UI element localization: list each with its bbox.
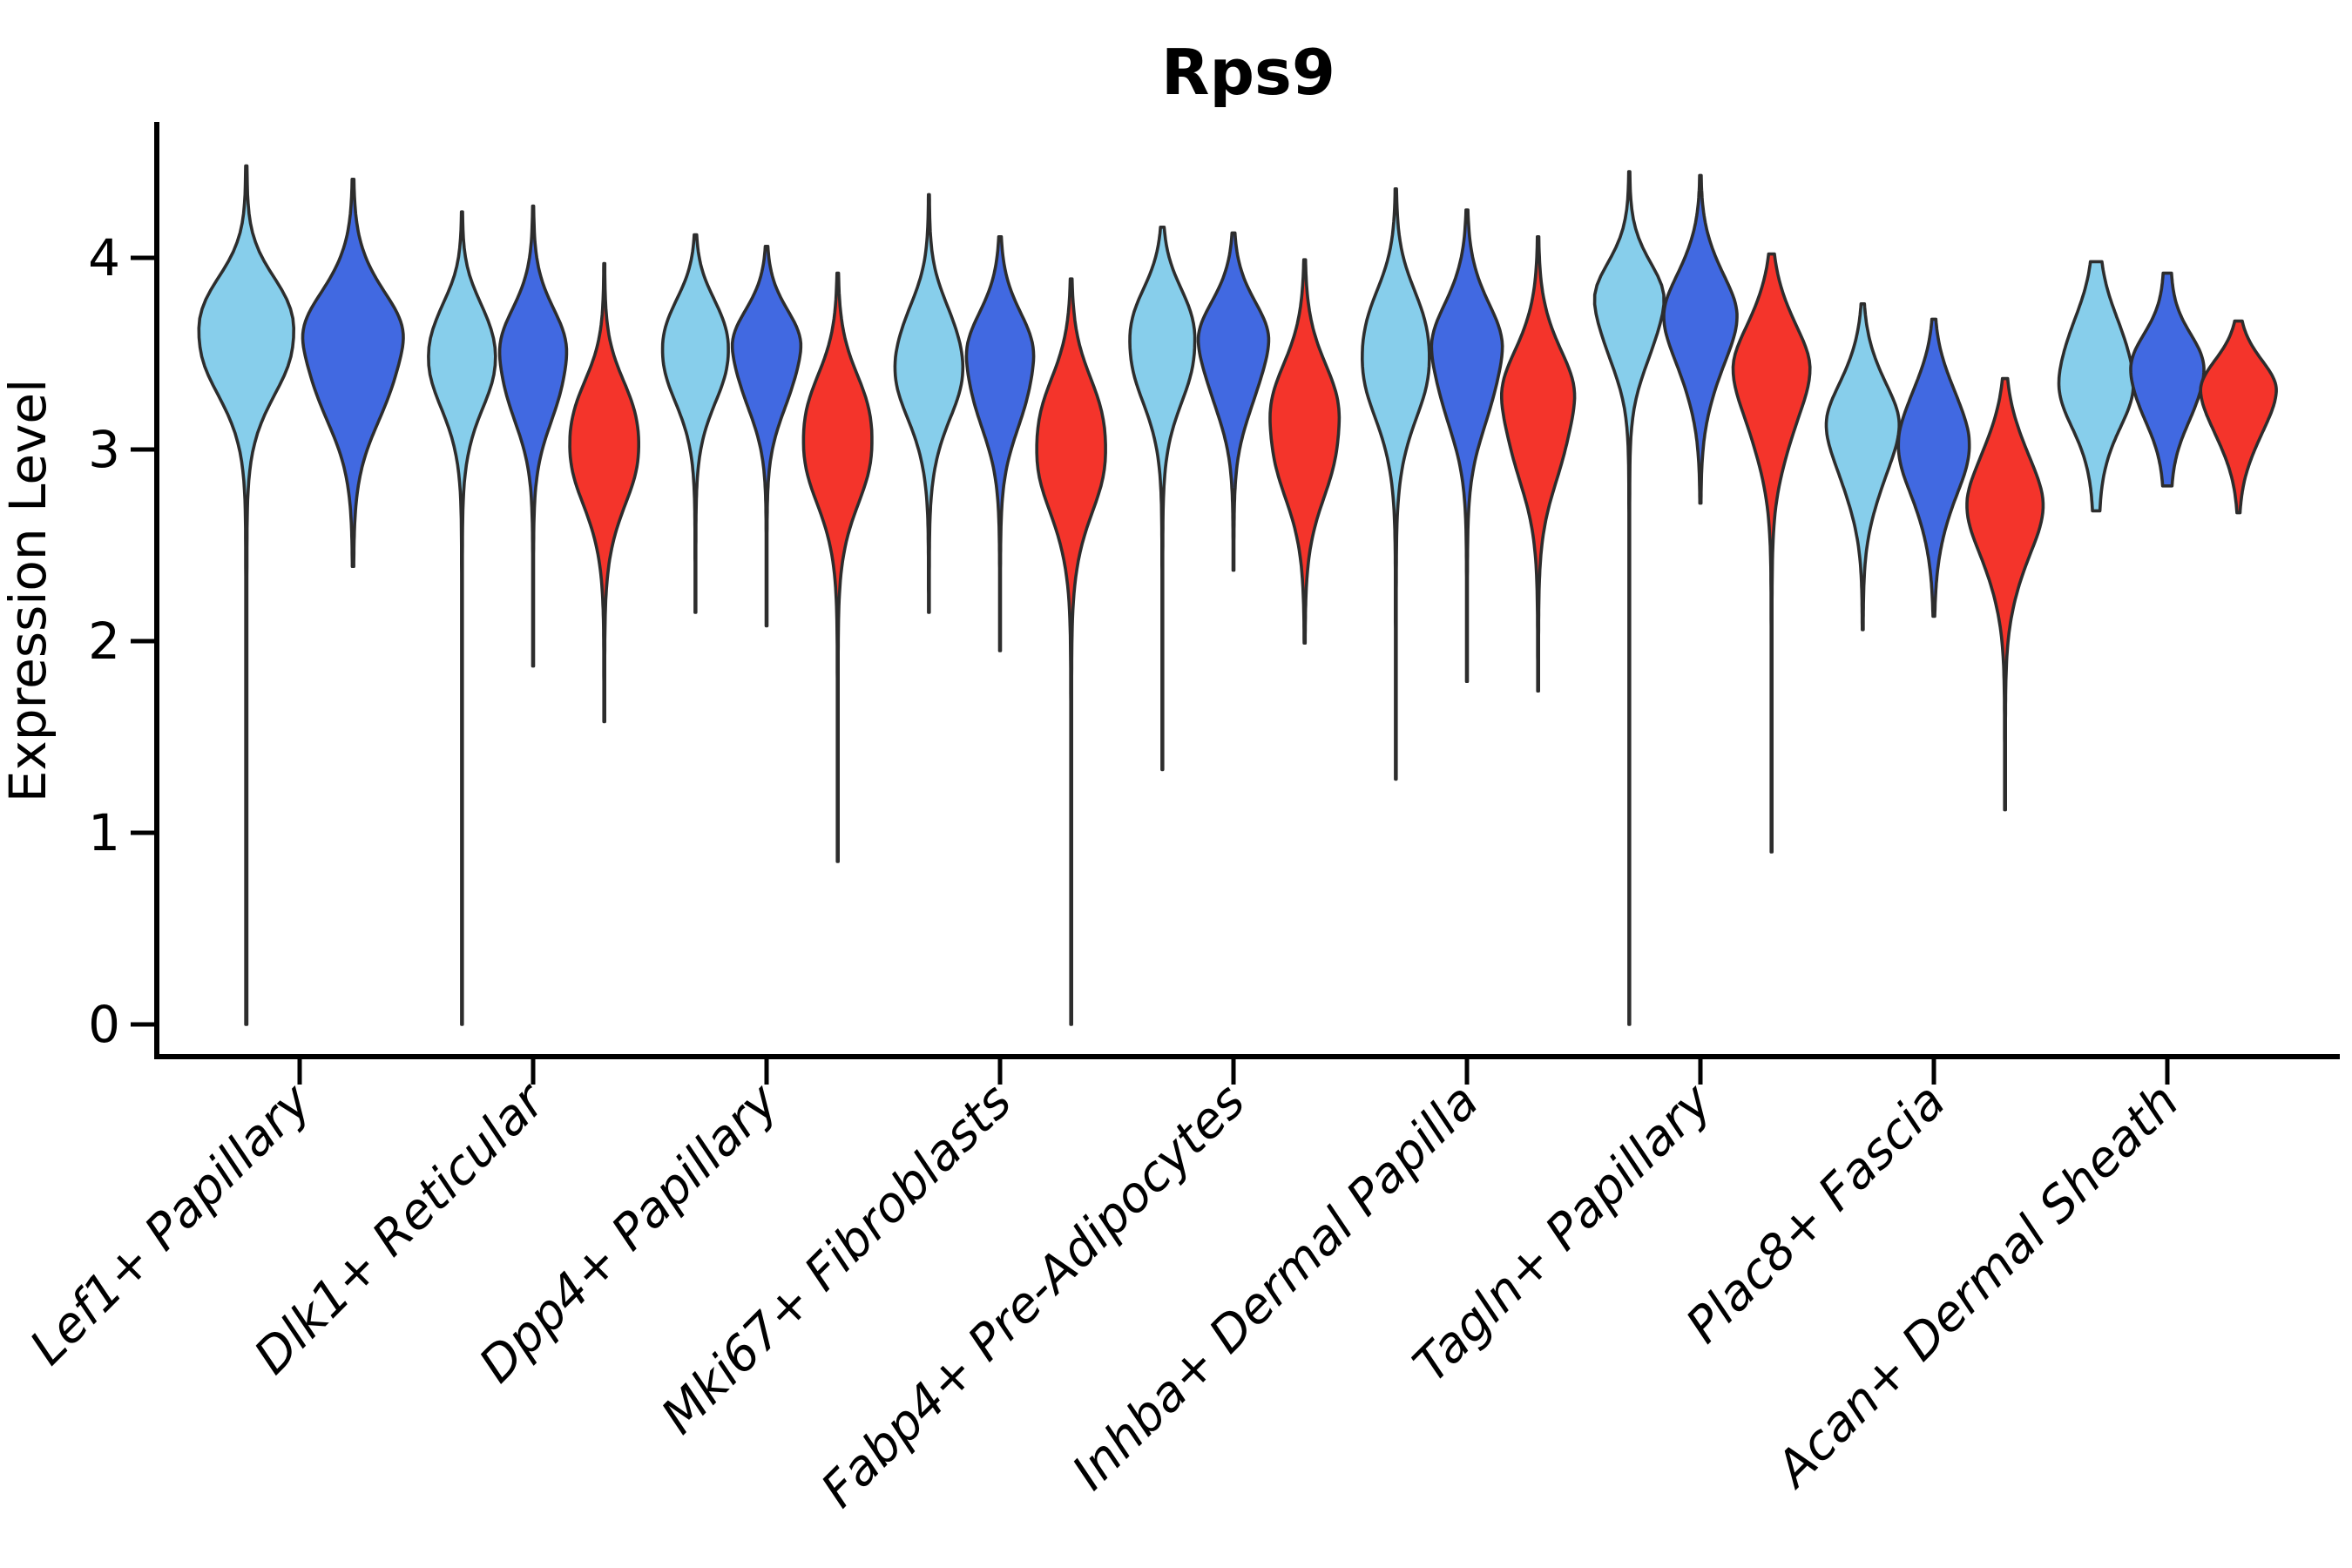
y-tick-label: 2 xyxy=(88,612,120,671)
violin-acan+-red xyxy=(2199,319,2278,515)
violin-mki67+-red xyxy=(1035,277,1107,1026)
y-tick-label: 1 xyxy=(88,803,120,862)
violin-tagln+-dark-blue xyxy=(1662,173,1739,505)
violin-fabp4+-red xyxy=(1268,258,1342,645)
violin-lef1+-light-blue xyxy=(197,164,295,1026)
x-tick-label: Fabp4+ Pre-Adipocytes xyxy=(811,1073,1256,1518)
violin-dlk1+-light-blue xyxy=(427,210,497,1026)
violin-dlk1+-dark-blue xyxy=(497,204,569,668)
violins-layer xyxy=(197,164,2278,1026)
x-tick-label: Inhba+ Dermal Papilla xyxy=(1062,1073,1490,1501)
violin-lef1+-dark-blue xyxy=(301,178,405,568)
violin-dpp4+-red xyxy=(801,271,874,863)
chart-title: Rps9 xyxy=(1161,36,1335,109)
violin-inhba+-red xyxy=(1500,235,1577,693)
violin-plac8+-dark-blue xyxy=(1896,317,1971,618)
violin-tagln+-red xyxy=(1731,252,1812,854)
y-tick-label: 3 xyxy=(88,420,120,479)
violin-dpp4+-light-blue xyxy=(660,233,730,614)
violin-plac8+-light-blue xyxy=(1824,302,1901,632)
violin-dlk1+-red xyxy=(568,261,640,724)
violin-mki67+-light-blue xyxy=(893,193,965,614)
violin-dpp4+-dark-blue xyxy=(730,245,803,628)
violin-fabp4+-dark-blue xyxy=(1196,231,1271,572)
violin-mki67+-dark-blue xyxy=(964,235,1036,652)
y-tick-label: 0 xyxy=(88,995,120,1054)
violin-tagln+-light-blue xyxy=(1592,170,1666,1026)
x-tick-label: Acan+ Dermal Sheath xyxy=(1764,1073,2190,1499)
y-axis-ticks: 0 1 2 3 4 xyxy=(88,228,157,1054)
violin-plac8+-red xyxy=(1965,376,2045,812)
y-axis-label: Expression Level xyxy=(0,379,57,802)
violin-fabp4+-light-blue xyxy=(1128,226,1197,772)
y-tick-label: 4 xyxy=(88,228,120,287)
violin-inhba+-dark-blue xyxy=(1429,208,1504,683)
violin-acan+-dark-blue xyxy=(2129,271,2206,488)
violin-inhba+-light-blue xyxy=(1361,187,1431,781)
violin-acan+-light-blue xyxy=(2057,260,2135,513)
